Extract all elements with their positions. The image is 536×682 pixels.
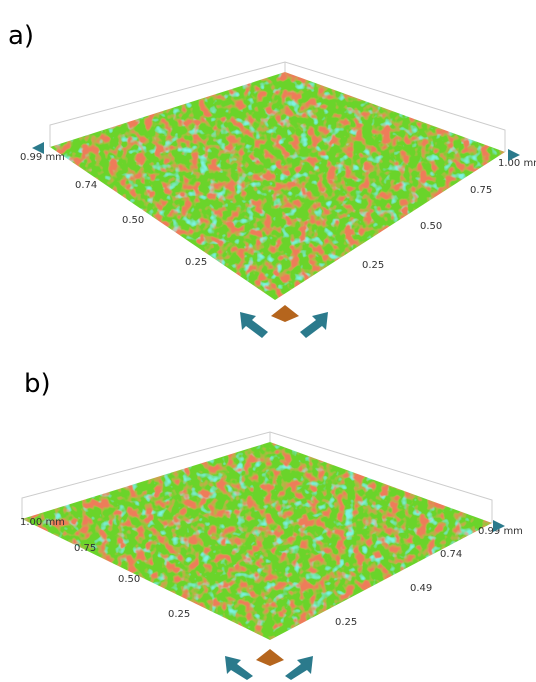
surface	[22, 442, 492, 640]
axis-label: 0.75	[74, 543, 96, 554]
axis-label: 0.50	[122, 215, 144, 226]
axis-label: 0.25	[335, 617, 357, 628]
axis-label: 0.25	[185, 257, 207, 268]
axis-label: 0.49	[410, 583, 432, 594]
axis-label: 0.25	[362, 260, 384, 271]
panel-a: a) 0.99 mm 0.74 0.50 0.25 1.00 mm 0.75 0…	[8, 21, 536, 338]
panel-label: b)	[24, 369, 51, 399]
panel-b: b) 1.00 mm 0.75 0.50 0.25 0.99 mm 0.74 0…	[20, 369, 523, 680]
axis-label: 0.74	[440, 549, 462, 560]
panel-label: a)	[8, 21, 34, 51]
axis-label: 1.00 mm	[498, 158, 536, 169]
axis-label: 1.00 mm	[20, 517, 65, 528]
axis-label: 0.75	[470, 185, 492, 196]
rotate-icons[interactable]	[240, 305, 328, 338]
rotate-icon[interactable]	[508, 149, 520, 161]
rotate-icons[interactable]	[225, 649, 313, 680]
axis-label: 0.50	[118, 574, 140, 585]
axis-label: 0.99 mm	[478, 526, 523, 537]
rotate-icon[interactable]	[493, 520, 505, 532]
rotate-icon[interactable]	[32, 142, 44, 154]
axis-label: 0.50	[420, 221, 442, 232]
surface	[50, 72, 505, 300]
axis-label: 0.74	[75, 180, 97, 191]
axis-label: 0.25	[168, 609, 190, 620]
axis-label: 0.99 mm	[20, 152, 65, 163]
